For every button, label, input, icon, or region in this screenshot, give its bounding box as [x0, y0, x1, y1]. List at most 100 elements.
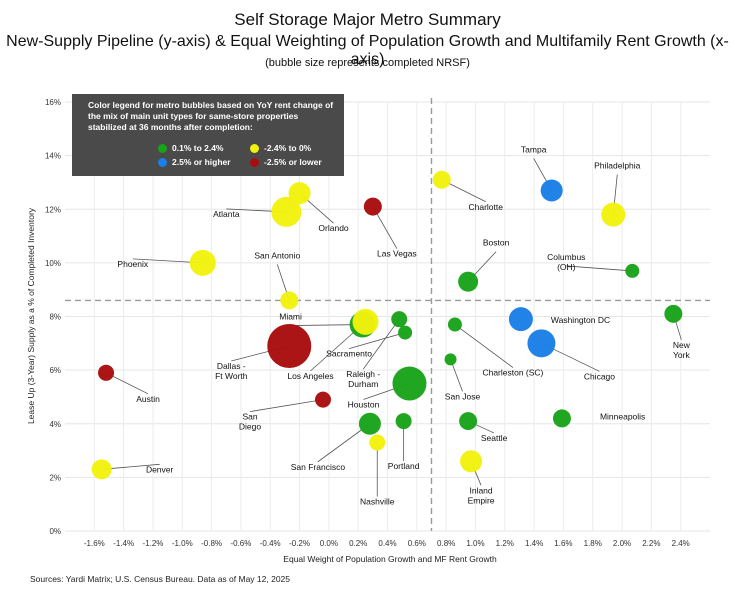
bubble-houston [392, 366, 427, 401]
bubble-phoenix [189, 249, 216, 276]
y-axis-label: Lease Up (3-Year) Supply as a % of Compl… [26, 207, 36, 424]
label-austin: Austin [136, 394, 160, 404]
bubble-san-jose [444, 353, 457, 366]
bubble-inland-empire [460, 450, 483, 473]
x-tick-label: -1.6% [84, 539, 105, 548]
label-charlotte: Charlotte [468, 202, 503, 212]
bubble-charlotte [432, 170, 451, 189]
bubble-charleston-sc [447, 317, 462, 332]
bubble-orlando [288, 182, 311, 205]
label-minneapolis: Minneapolis [600, 411, 645, 421]
chart-title: Self Storage Major Metro Summary [234, 10, 501, 29]
label-inland-empire: Inland Empire [468, 485, 495, 505]
bubble-tampa [540, 179, 563, 202]
x-tick-label: -0.8% [201, 539, 222, 548]
label-dallas-ft-worth: Dallas -Ft Worth [215, 361, 248, 381]
label-washington-dc: Washington DC [551, 315, 610, 325]
leader-sacramento [348, 332, 406, 349]
label-portland: Portland [388, 461, 420, 471]
x-tick-label: 2.2% [642, 539, 660, 548]
bubble-washington-dc [508, 307, 533, 332]
y-tick-label: 12% [45, 205, 61, 214]
bubble-las-vegas [363, 197, 382, 216]
legend-label-yellow: -2.4% to 0% [264, 143, 312, 153]
label-orlando: Orlando [318, 223, 349, 233]
x-tick-label: -1.2% [143, 539, 164, 548]
bubble-san-diego [315, 391, 331, 408]
bubble-philadelphia [601, 202, 626, 227]
label-chicago: Chicago [584, 371, 615, 381]
x-tick-label: -0.6% [230, 539, 251, 548]
leader-columbus-oh [566, 265, 633, 272]
x-tick-label: 1.4% [525, 539, 543, 548]
bubble-san-francisco [358, 412, 381, 435]
legend-swatch-blue [158, 157, 167, 167]
legend-swatch-yellow [250, 143, 259, 153]
bubble-seattle [459, 412, 478, 431]
source-note: Sources: Yardi Matrix; U.S. Census Burea… [30, 574, 291, 584]
bubble-nashville [369, 434, 386, 451]
bubbles [91, 170, 683, 480]
legend-label-red: -2.5% or lower [264, 157, 322, 167]
bubble-new-york [664, 304, 683, 323]
x-tick-label: -1.4% [113, 539, 134, 548]
label-seattle: Seattle [481, 433, 508, 443]
label-houston: Houston [348, 400, 380, 410]
label-san-antonio: San Antonio [254, 250, 300, 260]
bubble-raleigh-durham [391, 311, 408, 328]
x-tick-label: -0.2% [289, 539, 310, 548]
label-columbus-oh: Columbus (OH) [547, 252, 585, 272]
y-tick-label: 16% [45, 98, 61, 107]
legend-item-blue: 2.5% or higher [158, 157, 231, 167]
reference-lines [65, 98, 710, 531]
bubble-atlanta [271, 196, 302, 227]
label-atlanta: Atlanta [213, 209, 240, 219]
bubble-los-angeles [352, 308, 379, 335]
bubble-chicago [527, 329, 556, 358]
label-los-angeles: Los Angeles [287, 371, 333, 381]
legend-swatch-red [250, 157, 259, 167]
label-nashville: Nashville [360, 497, 395, 507]
y-tick-label: 14% [45, 152, 61, 161]
x-axis-label: Equal Weight of Population Growth and MF… [283, 554, 497, 564]
label-charleston-sc: Charleston (SC) [482, 368, 543, 378]
y-tick-label: 6% [49, 366, 61, 375]
x-tick-label: 0.4% [378, 539, 396, 548]
x-tick-label: 0.8% [437, 539, 455, 548]
legend-title: Color legend for metro bubbles based on … [88, 100, 334, 132]
bubble-portland [395, 413, 412, 430]
legend-label-blue: 2.5% or higher [172, 157, 231, 167]
x-tick-label: 2.4% [672, 539, 690, 548]
y-tick-label: 0% [49, 527, 61, 536]
bubble-sacramento [398, 325, 413, 340]
legend-item-yellow: -2.4% to 0% [250, 143, 311, 153]
bubble-denver [91, 459, 112, 480]
legend-label-green: 0.1% to 2.4% [172, 143, 224, 153]
bubble-minneapolis [552, 409, 571, 428]
chart-note: (bubble size represents completed NRSF) [265, 57, 470, 69]
bubble-san-antonio [280, 291, 299, 310]
leader-charleston-sc [454, 324, 514, 368]
color-legend: Color legend for metro bubbles based on … [72, 94, 344, 176]
bubble-dallas-ft-worth [267, 323, 312, 368]
label-las-vegas: Las Vegas [377, 249, 417, 259]
bubble-columbus-oh [625, 263, 640, 278]
x-tick-label: -1.0% [172, 539, 193, 548]
x-tick-label: 1.6% [554, 539, 572, 548]
legend-item-red: -2.5% or lower [250, 157, 322, 167]
x-tick-label: 2.0% [613, 539, 631, 548]
label-philadelphia: Philadelphia [594, 161, 641, 171]
label-denver: Denver [146, 464, 174, 474]
x-tick-label: -0.4% [260, 539, 281, 548]
x-tick-label: 1.8% [584, 539, 602, 548]
bubble-boston [458, 271, 479, 292]
legend-item-green: 0.1% to 2.4% [158, 143, 224, 153]
label-miami: Miami [279, 312, 302, 322]
y-tick-label: 10% [45, 259, 61, 268]
label-sacramento: Sacramento [326, 349, 372, 359]
y-tick-label: 2% [49, 473, 61, 482]
bubble-austin [98, 364, 115, 381]
x-axis-ticks: -1.6% -1.4% -1.2% -1.0% -0.8% -0.6% -0.4% -0.2%… [84, 539, 690, 548]
x-tick-label: 1.0% [466, 539, 484, 548]
label-san-francisco: San Francisco [291, 462, 346, 472]
